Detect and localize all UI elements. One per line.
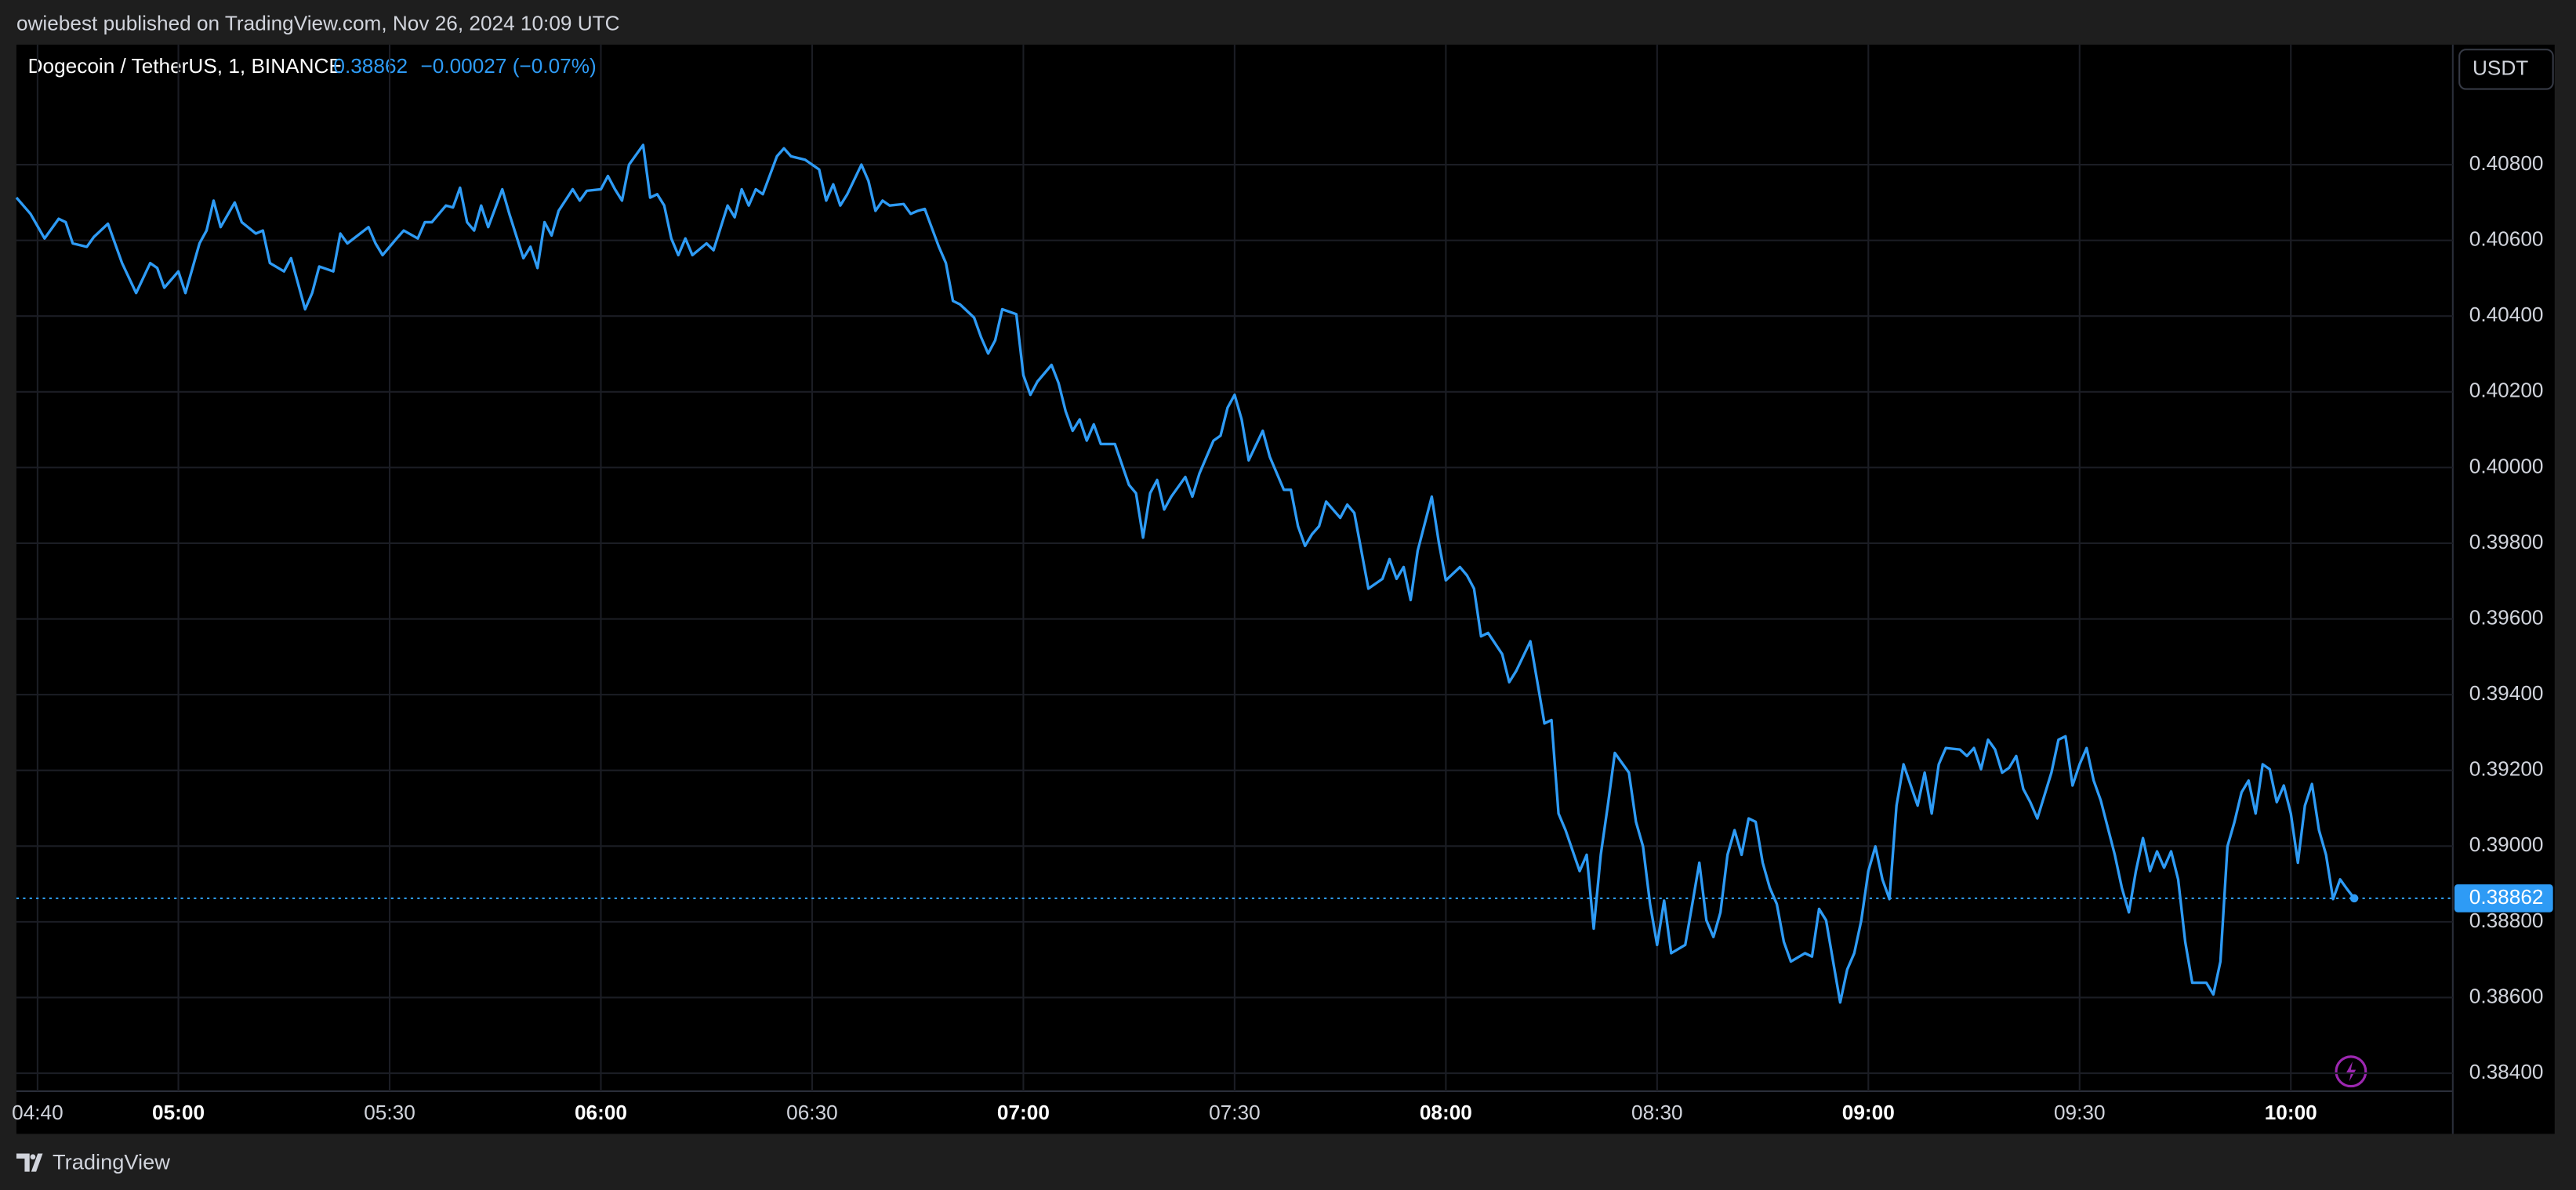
chart-panel	[16, 44, 2555, 1134]
currency-button[interactable]	[2458, 49, 2554, 90]
plot	[15, 143, 2453, 1004]
last-price-label: 0.38862	[2469, 885, 2544, 909]
y-tick-label: 0.38400	[2469, 1060, 2544, 1083]
brand-name: TradingView	[53, 1149, 170, 1174]
last-point	[2349, 894, 2359, 903]
price-line	[15, 143, 2356, 1004]
y-tick-label: 0.40600	[2469, 227, 2544, 251]
x-tick-label: 09:00	[1842, 1101, 1895, 1124]
y-tick-label: 0.39800	[2469, 530, 2544, 553]
y-tick-label: 0.38800	[2469, 909, 2544, 932]
y-tick-label: 0.40800	[2469, 151, 2544, 175]
x-tick-label: 05:30	[364, 1101, 415, 1124]
x-tick-label: 04:40	[12, 1101, 63, 1124]
x-tick-label: 08:30	[1631, 1101, 1683, 1124]
legend-price: 0.38862	[333, 54, 408, 78]
y-tick-label: 0.39400	[2469, 681, 2544, 705]
x-tick-label: 06:30	[786, 1101, 838, 1124]
y-tick-label: 0.39000	[2469, 833, 2544, 856]
axes: 0.38400 0.38600 0.38800 0.39000 0.39200 0.394…	[12, 151, 2553, 1124]
x-tick-label: 09:30	[2054, 1101, 2106, 1124]
grid	[16, 44, 2453, 1091]
y-tick-label: 0.40000	[2469, 454, 2544, 477]
x-tick-label: 07:30	[1209, 1101, 1261, 1124]
lightning-icon[interactable]	[2335, 1055, 2367, 1088]
x-tick-label: 05:00	[152, 1101, 205, 1124]
symbol: Dogecoin / TetherUS, 1, BINANCE	[28, 54, 343, 78]
publisher-line: owiebest published on TradingView.com, N…	[16, 12, 620, 35]
y-tick-label: 0.38600	[2469, 984, 2544, 1007]
x-tick-label: 08:00	[1420, 1101, 1472, 1124]
x-tick-label: 07:00	[997, 1101, 1050, 1124]
x-tick-label: 06:00	[575, 1101, 627, 1124]
x-tick-label: 10:00	[2265, 1101, 2317, 1124]
last-price-tag	[2454, 884, 2553, 912]
brand-logo	[16, 1153, 43, 1172]
y-tick-label: 0.40200	[2469, 379, 2544, 402]
y-tick-label: 0.40400	[2469, 303, 2544, 326]
currency-label[interactable]: USDT	[2473, 56, 2528, 79]
legend-change: −0.00027 (−0.07%)	[420, 54, 596, 78]
y-tick-label: 0.39600	[2469, 605, 2544, 629]
y-tick-label: 0.39200	[2469, 757, 2544, 781]
